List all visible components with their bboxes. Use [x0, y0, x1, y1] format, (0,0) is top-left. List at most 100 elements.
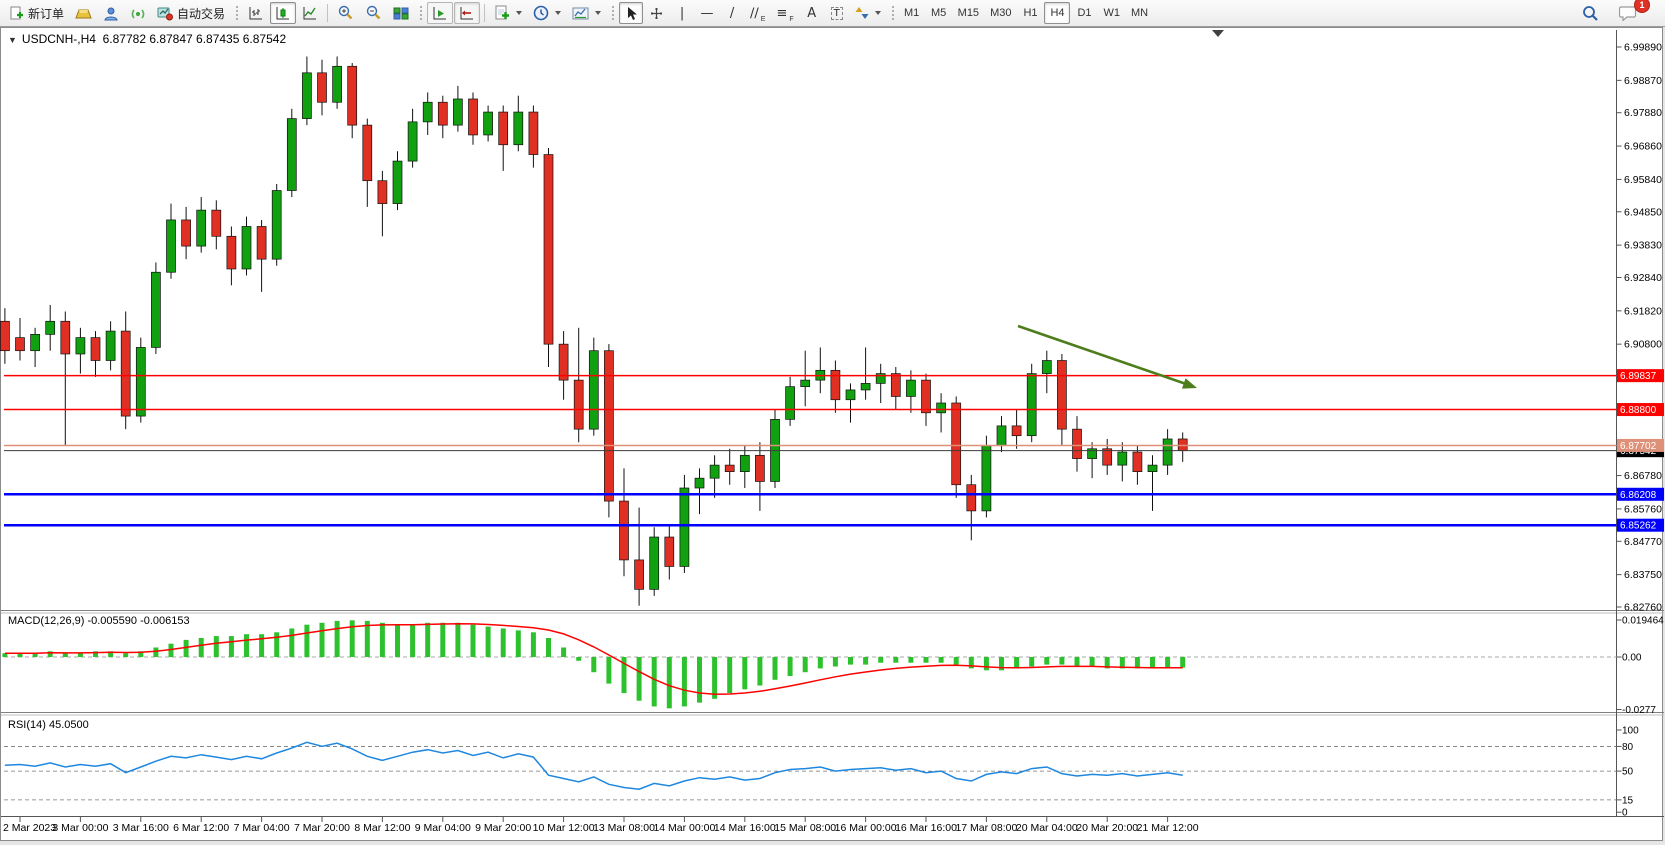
macd-histogram-bar	[349, 620, 355, 657]
macd-histogram-bar	[681, 657, 687, 707]
macd-histogram-bar	[395, 624, 400, 657]
timeframe-mn-button[interactable]: MN	[1126, 2, 1153, 24]
candle-body	[15, 337, 25, 352]
vertical-line-button[interactable]: |	[670, 2, 694, 24]
timeframe-h1-button[interactable]: H1	[1017, 2, 1043, 24]
chart-menu-arrow-icon[interactable]: ▼	[8, 35, 17, 45]
price-axis-tick-label: 6.95840	[1624, 174, 1662, 186]
candle-body	[906, 379, 916, 397]
timeframe-m1-button[interactable]: M1	[899, 2, 925, 24]
new-order-icon	[10, 6, 23, 19]
add-indicator-icon	[495, 5, 510, 20]
macd-histogram-bar	[1134, 657, 1140, 669]
bar-chart-button[interactable]	[243, 2, 269, 24]
candle-body	[196, 209, 207, 247]
candle-body	[528, 111, 539, 155]
macd-axis-label: 0.019464	[1622, 616, 1664, 627]
time-axis-label: 13 Mar 08:00	[593, 822, 655, 834]
macd-histogram-bar	[530, 632, 536, 657]
candle-body	[453, 98, 463, 126]
candle-body	[407, 121, 418, 162]
channel-subletter: E	[760, 16, 766, 23]
search-button[interactable]	[1576, 2, 1604, 24]
indicators-button[interactable]	[489, 2, 527, 24]
timeframe-d1-button[interactable]: D1	[1071, 2, 1097, 24]
gold-button[interactable]	[70, 2, 97, 24]
templates-button[interactable]	[567, 2, 606, 24]
horizontal-line-button[interactable]: —	[695, 2, 719, 24]
crosshair-button[interactable]	[644, 2, 669, 24]
candle-body	[709, 464, 720, 479]
timeframe-m15-button[interactable]: M15	[953, 2, 984, 24]
level-price-label-box	[1617, 369, 1664, 383]
candle-body	[241, 226, 252, 270]
level-price-label: 6.88800	[1620, 405, 1657, 416]
macd-histogram-bar	[817, 657, 823, 669]
timeframe-label: H4	[1050, 7, 1065, 19]
candle-body	[286, 118, 297, 191]
candle-body	[468, 98, 478, 136]
zoom-in-button[interactable]	[332, 2, 359, 24]
macd-histogram-bar	[968, 657, 974, 669]
toolbar-grip[interactable]	[418, 4, 424, 22]
cursor-button[interactable]	[619, 2, 644, 24]
candle-body	[392, 160, 403, 204]
candle-body	[1026, 373, 1037, 437]
chart-shift-button[interactable]	[454, 2, 481, 24]
notifications-button[interactable]: 1	[1614, 0, 1650, 24]
equidistant-channel-button[interactable]: ∕∕ E	[745, 2, 770, 24]
toolbar-grip[interactable]	[234, 4, 240, 22]
trend-arrow-line[interactable]	[1017, 324, 1190, 387]
rsi-axis-label: 0	[1622, 808, 1628, 819]
candle-body	[875, 373, 886, 384]
auto-trading-button[interactable]: 自动交易	[152, 2, 230, 24]
candle-body	[694, 477, 705, 489]
candle-body	[135, 347, 146, 417]
text-label-button[interactable]: T	[825, 2, 849, 24]
macd-histogram-bar	[1014, 657, 1020, 669]
new-order-label: 新订单	[28, 6, 65, 21]
macd-histogram-bar	[1104, 657, 1110, 669]
zoom-out-button[interactable]	[360, 2, 387, 24]
timeframe-h4-button[interactable]: H4	[1044, 2, 1071, 24]
candle-body	[830, 369, 841, 401]
time-axis-label: 6 Mar 12:00	[173, 822, 229, 834]
signals-button[interactable]	[125, 2, 151, 24]
periods-button[interactable]	[528, 2, 566, 24]
fibonacci-button[interactable]: ≡ F	[771, 2, 798, 24]
candle-body	[181, 219, 191, 247]
price-axis-tick-label: 6.83750	[1624, 569, 1662, 581]
candlestick-chart-button[interactable]	[270, 2, 297, 24]
price-axis-tick-label: 6.86780	[1624, 470, 1662, 482]
macd-histogram-bar	[62, 653, 68, 657]
trend-arrow-head[interactable]	[1181, 378, 1197, 389]
macd-axis-label: -0.0277	[1622, 705, 1656, 716]
timeframe-m5-button[interactable]: M5	[926, 2, 952, 24]
tile-windows-button[interactable]	[388, 2, 414, 24]
price-axis-tick-label: 6.94850	[1624, 206, 1662, 218]
text-button[interactable]: A	[800, 2, 824, 24]
macd-histogram-bar	[32, 653, 38, 657]
auto-scroll-button[interactable]	[427, 2, 454, 24]
macd-histogram-bar	[425, 622, 431, 657]
profiles-button[interactable]	[98, 2, 124, 24]
chart-canvas[interactable]: 6.99890 6.98870 6.97880 6.96860 6.95840 6.948…	[0, 28, 1665, 845]
timeframe-label: M15	[957, 7, 980, 19]
toolbar-grip[interactable]	[610, 4, 616, 22]
timeframe-m30-button[interactable]: M30	[985, 2, 1016, 24]
macd-histogram-bar	[334, 620, 340, 657]
candle-body	[483, 111, 493, 136]
candle-body	[634, 559, 644, 590]
timeframe-label: D1	[1077, 7, 1092, 19]
candle-body	[996, 425, 1007, 446]
zoom-out-icon	[366, 5, 381, 20]
new-order-button[interactable]: 新订单	[4, 2, 69, 24]
toolbar-grip[interactable]	[889, 4, 895, 22]
chart-shift-marker[interactable]	[1212, 30, 1224, 37]
trendline-button[interactable]: /	[720, 2, 744, 24]
arrows-button[interactable]	[850, 2, 886, 24]
timeframe-w1-button[interactable]: W1	[1098, 2, 1125, 24]
macd-histogram-bar	[727, 657, 733, 694]
line-chart-button[interactable]	[297, 2, 323, 24]
crosshair-icon	[651, 7, 663, 19]
